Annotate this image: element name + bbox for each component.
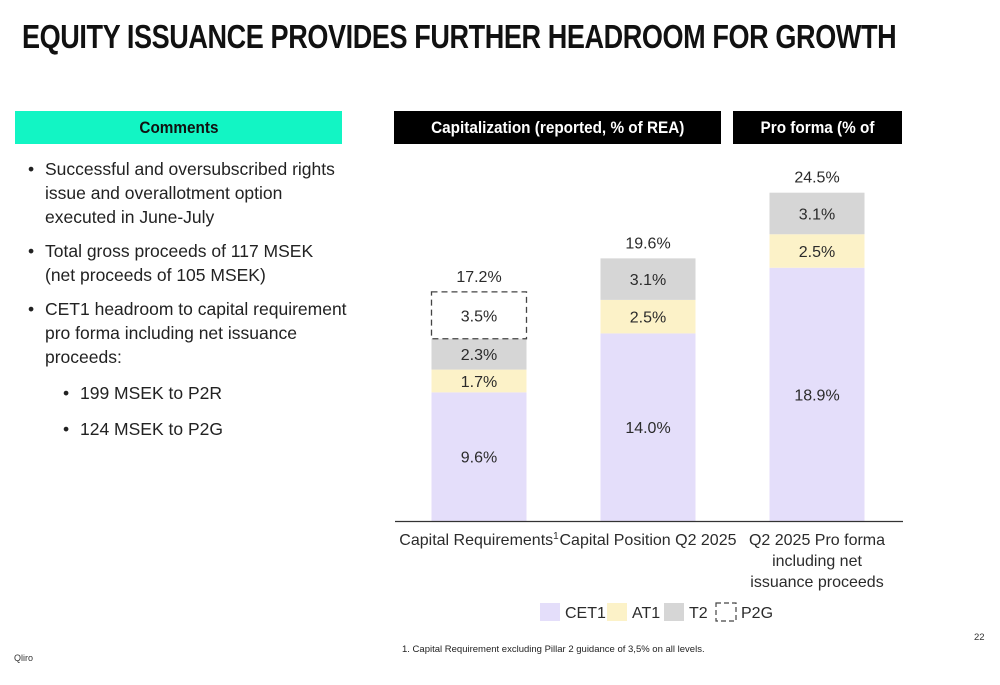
total-label-1: 19.6% (625, 235, 670, 252)
x-tick-label-0: Capital Requirements1 (399, 531, 559, 549)
capitalization-chart: 9.6% 1.7% 2.3% 3.5% 17.2% Capital Requirement… (395, 170, 903, 622)
x-tick-label-2: Q2 2025 Pro forma including net issuance p… (749, 532, 885, 591)
cet1-segment-0 (431, 392, 527, 521)
cet1-data-label-2: 18.9% (794, 387, 839, 404)
comments-header: Comments (15, 111, 342, 144)
comments-list: Successful and oversubscribed rights iss… (28, 157, 348, 453)
pro-forma-header-label: Pro forma (% of REA) (760, 118, 875, 170)
legend-at1-swatch (607, 603, 627, 621)
page-title: EQUITY ISSUANCE PROVIDES FURTHER HEADROO… (22, 18, 897, 55)
comment-bullet: Total gross proceeds of 117 MSEK (net pr… (28, 239, 348, 287)
legend-cet1-swatch (540, 603, 560, 621)
legend-t2-swatch (664, 603, 684, 621)
page-number: 22 (974, 632, 985, 643)
at1-data-label-0: 1.7% (461, 374, 497, 391)
legend-at1-label: AT1 (632, 605, 660, 622)
legend-cet1-label: CET1 (565, 605, 606, 622)
t2-data-label-2: 3.1% (799, 206, 835, 223)
cet1-data-label-0: 9.6% (461, 450, 497, 467)
at1-segment-0 (431, 369, 527, 393)
comment-bullet-text: CET1 headroom to capital requirement pro… (45, 299, 347, 367)
t2-data-label-1: 3.1% (630, 272, 666, 289)
x-tick-label-1: Capital Position Q2 2025 (560, 532, 737, 549)
comment-bullet: Successful and oversubscribed rights iss… (28, 157, 348, 229)
at1-data-label-2: 2.5% (799, 244, 835, 261)
pro-forma-header: Pro forma (% of REA) (733, 111, 902, 170)
at1-segment-2 (769, 234, 865, 268)
t2-segment-1 (600, 258, 696, 300)
comment-sub-list: 199 MSEK to P2R 124 MSEK to P2G (45, 381, 348, 441)
p2g-segment-0 (430, 291, 528, 340)
capitalization-header-label: Capitalization (reported, % of REA) (430, 118, 685, 137)
legend-p2g-label: P2G (741, 605, 773, 622)
p2g-data-label-0: 3.5% (461, 308, 497, 325)
footnote: 1. Capital Requirement excluding Pillar … (402, 644, 705, 655)
cet1-data-label-1: 14.0% (625, 420, 670, 437)
capitalization-header: Capitalization (reported, % of REA) (394, 111, 721, 144)
comment-sub-bullet: 124 MSEK to P2G (63, 417, 348, 441)
cet1-segment-2 (769, 267, 865, 521)
cet1-segment-1 (600, 333, 696, 521)
legend-p2g-swatch (715, 602, 737, 622)
at1-data-label-1: 2.5% (630, 310, 666, 327)
comment-bullet: CET1 headroom to capital requirement pro… (28, 297, 348, 441)
comments-header-label: Comments (138, 118, 219, 137)
at1-segment-1 (600, 299, 696, 334)
brand-name: Qliro (14, 653, 34, 663)
legend-t2-label: T2 (689, 605, 708, 622)
comment-sub-bullet: 199 MSEK to P2R (63, 381, 348, 405)
t2-data-label-0: 2.3% (461, 347, 497, 364)
t2-segment-0 (431, 338, 527, 370)
total-label-2: 24.5% (794, 170, 839, 187)
t2-segment-2 (769, 192, 865, 235)
total-label-0: 17.2% (456, 269, 501, 286)
